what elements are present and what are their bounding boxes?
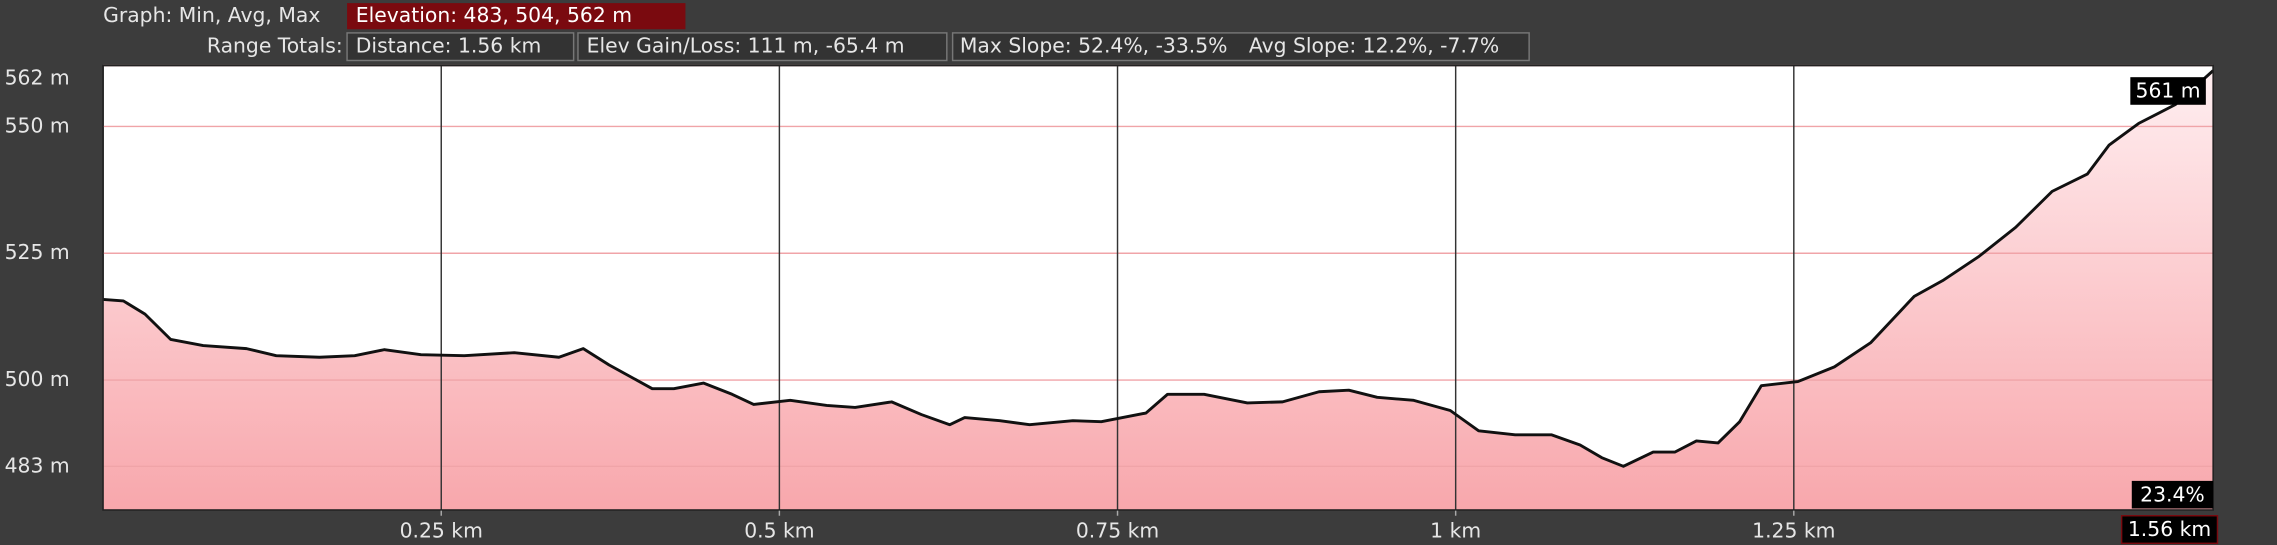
distance-box	[346, 32, 575, 62]
range-label: Range Totals:	[207, 34, 343, 58]
x-tick-label: 1.25 km	[1752, 519, 1835, 543]
y-tick-label: 483 m	[5, 453, 70, 477]
graph-label: Graph: Min, Avg, Max	[103, 3, 320, 27]
max-slope: Max Slope: 52.4%, -33.5%	[960, 34, 1228, 58]
slope-box	[951, 32, 1530, 62]
plot-border	[102, 64, 2214, 511]
cursor-elevation-box	[2130, 77, 2206, 105]
elevation-line	[102, 69, 2215, 468]
elevation-box	[347, 3, 686, 30]
x-tick-label: 1 km	[1430, 519, 1481, 543]
y-tick-label: 550 m	[5, 113, 70, 137]
gain-loss-box	[577, 32, 948, 62]
x-tick-label: 0.25 km	[400, 519, 483, 543]
y-tick-label: 562 m	[5, 66, 70, 90]
x-tick-label: 0.5 km	[744, 519, 814, 543]
elevation-summary: Elevation: 483, 504, 562 m	[356, 3, 632, 27]
plot-layer	[102, 64, 2215, 510]
x-tick-label: 1.56 km	[2128, 517, 2211, 541]
elevation-area	[103, 70, 2214, 510]
cursor-slope: 23.4%	[2140, 482, 2205, 506]
gain-loss: Elev Gain/Loss: 111 m, -65.4 m	[587, 34, 905, 58]
avg-slope: Avg Slope: 12.2%, -7.7%	[1249, 34, 1499, 58]
cursor-slope-box	[2131, 480, 2214, 509]
cursor-elevation: 561 m	[2136, 79, 2201, 103]
y-tick-label: 500 m	[5, 367, 70, 391]
y-tick-label: 525 m	[5, 240, 70, 264]
x-tick-label: 0.75 km	[1076, 519, 1159, 543]
distance: Distance: 1.56 km	[356, 34, 542, 58]
x-end-label-box	[2120, 515, 2219, 545]
